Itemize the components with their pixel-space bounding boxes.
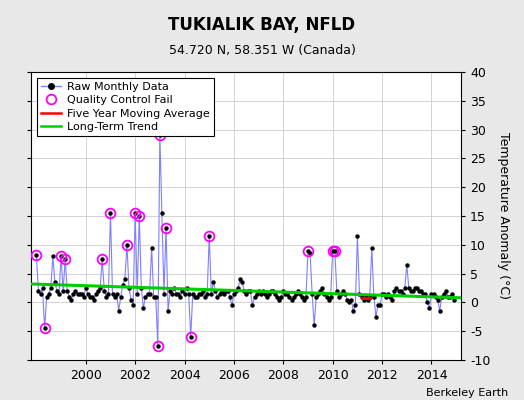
Text: 54.720 N, 58.351 W (Canada): 54.720 N, 58.351 W (Canada)	[169, 44, 355, 57]
Text: Berkeley Earth: Berkeley Earth	[426, 388, 508, 398]
Legend: Raw Monthly Data, Quality Control Fail, Five Year Moving Average, Long-Term Tren: Raw Monthly Data, Quality Control Fail, …	[37, 78, 214, 136]
Y-axis label: Temperature Anomaly (°C): Temperature Anomaly (°C)	[497, 132, 510, 300]
Text: TUKIALIK BAY, NFLD: TUKIALIK BAY, NFLD	[168, 16, 356, 34]
